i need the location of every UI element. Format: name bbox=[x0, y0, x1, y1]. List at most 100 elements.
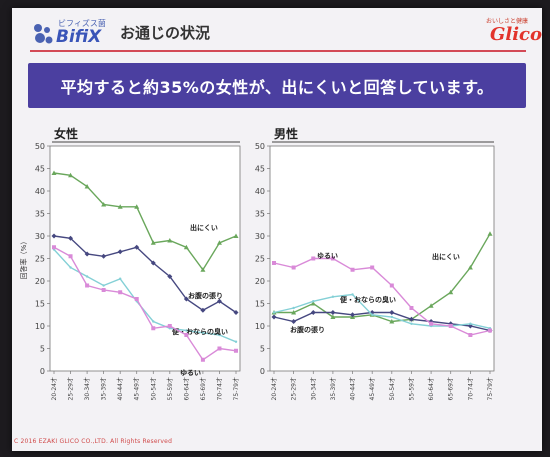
chart-panel-1: 男性 0 5 10 15 20 25 30 35 40 45 50 20-24才 25-29才 30-34才… bbox=[255, 126, 495, 400]
data-point bbox=[200, 267, 206, 272]
x-tick-label: 50-54才 bbox=[149, 377, 157, 400]
data-point bbox=[331, 295, 335, 298]
data-point bbox=[310, 310, 316, 315]
x-tick-label: 55-59才 bbox=[166, 377, 174, 400]
data-point bbox=[184, 333, 189, 337]
data-point bbox=[216, 240, 222, 245]
headline-banner: 平均すると約35%の女性が、出にくいと回答しています。 bbox=[28, 63, 526, 108]
data-point bbox=[233, 310, 239, 315]
data-point bbox=[51, 170, 57, 175]
y-tick-label: 15 bbox=[255, 300, 265, 309]
series-line bbox=[273, 293, 491, 329]
y-tick-label: 25 bbox=[255, 255, 265, 264]
x-tick-label: 20-24才 bbox=[50, 377, 58, 400]
x-tick-label: 25-29才 bbox=[290, 377, 298, 400]
data-point bbox=[350, 267, 355, 272]
data-point bbox=[68, 235, 74, 241]
data-point bbox=[68, 172, 74, 178]
y-tick-label: 25 bbox=[35, 255, 45, 264]
x-tick-label: 70-74才 bbox=[215, 377, 223, 400]
data-point bbox=[151, 326, 156, 331]
data-point bbox=[448, 324, 453, 328]
page-title: お通じの状況 bbox=[120, 24, 211, 42]
x-tick-label: 65-69才 bbox=[447, 377, 455, 400]
data-point bbox=[271, 314, 277, 320]
data-point bbox=[183, 296, 189, 302]
y-tick-label: 45 bbox=[35, 165, 45, 174]
data-point bbox=[117, 249, 123, 255]
data-point bbox=[134, 297, 139, 301]
plot-area bbox=[269, 145, 495, 372]
data-point bbox=[467, 265, 473, 270]
series-label: 出にくい bbox=[190, 223, 218, 232]
y-tick-label: 20 bbox=[35, 277, 45, 286]
x-tick-label: 40-44才 bbox=[116, 377, 124, 400]
data-point bbox=[68, 254, 73, 259]
x-tick-label: 45-49才 bbox=[368, 377, 376, 400]
bifix-logo-icon bbox=[34, 24, 53, 44]
plot-area bbox=[49, 145, 241, 372]
data-point bbox=[85, 275, 89, 278]
data-point bbox=[448, 289, 454, 295]
chart-panel-0: 女性 0 5 10 15 20 25 30 35 40 45 50 20-24才 25-29才 30-34才… bbox=[19, 126, 241, 400]
data-point bbox=[183, 244, 189, 250]
y-tick-label: 20 bbox=[255, 277, 265, 286]
copyright-footer: C 2016 EZAKI GLICO CO.,LTD. All Rights R… bbox=[14, 438, 173, 445]
data-point bbox=[351, 293, 354, 296]
data-point bbox=[69, 266, 72, 269]
x-tick-label: 25-29才 bbox=[67, 377, 75, 400]
series-line bbox=[53, 246, 237, 361]
data-point bbox=[312, 300, 315, 303]
data-point bbox=[150, 240, 156, 245]
logo-wordmark: BifiX bbox=[56, 27, 102, 47]
brand-tagline: おいしさと健康 bbox=[486, 18, 529, 25]
brand-logo: Glico bbox=[490, 24, 542, 45]
x-tick-label: 30-34才 bbox=[309, 377, 317, 400]
y-tick-label: 35 bbox=[35, 210, 45, 219]
data-point bbox=[101, 288, 106, 292]
data-point bbox=[410, 322, 413, 325]
header-divider bbox=[30, 50, 526, 52]
logo-tagline: ビフィズス菌 bbox=[58, 19, 106, 28]
data-point bbox=[488, 328, 492, 333]
y-tick-label: 0 bbox=[40, 367, 45, 376]
data-point bbox=[272, 311, 276, 314]
data-point bbox=[389, 319, 395, 324]
data-point bbox=[118, 277, 122, 280]
data-point bbox=[185, 329, 188, 332]
x-tick-label: 40-44才 bbox=[349, 377, 357, 400]
data-point bbox=[200, 307, 206, 313]
series-label: 便・おならの臭い bbox=[340, 295, 396, 304]
data-point bbox=[150, 260, 156, 266]
data-point bbox=[117, 204, 123, 209]
data-point bbox=[408, 316, 414, 322]
data-point bbox=[118, 290, 123, 295]
series-label: 出にくい bbox=[432, 252, 460, 261]
series-line bbox=[53, 249, 237, 343]
y-tick-label: 35 bbox=[255, 210, 265, 219]
series-line bbox=[273, 257, 491, 336]
data-point bbox=[167, 274, 173, 279]
y-tick-label: 50 bbox=[35, 142, 45, 151]
data-point bbox=[51, 233, 57, 239]
data-point bbox=[233, 233, 239, 238]
data-point bbox=[311, 256, 316, 261]
data-point bbox=[234, 348, 238, 353]
x-tick-label: 60-64才 bbox=[427, 377, 435, 400]
y-tick-label: 5 bbox=[260, 345, 265, 354]
y-tick-label: 10 bbox=[255, 322, 265, 331]
x-tick-label: 60-64才 bbox=[182, 377, 190, 400]
data-point bbox=[216, 298, 222, 304]
data-point bbox=[389, 310, 395, 315]
series-label: お腹の張り bbox=[290, 325, 325, 334]
data-point bbox=[350, 312, 356, 318]
data-point bbox=[167, 324, 172, 328]
series-line bbox=[53, 172, 237, 272]
data-point bbox=[389, 283, 394, 288]
data-point bbox=[234, 340, 238, 343]
data-point bbox=[468, 333, 473, 337]
data-point bbox=[167, 238, 173, 243]
data-point bbox=[217, 346, 222, 351]
x-tick-label: 35-39才 bbox=[329, 377, 337, 400]
